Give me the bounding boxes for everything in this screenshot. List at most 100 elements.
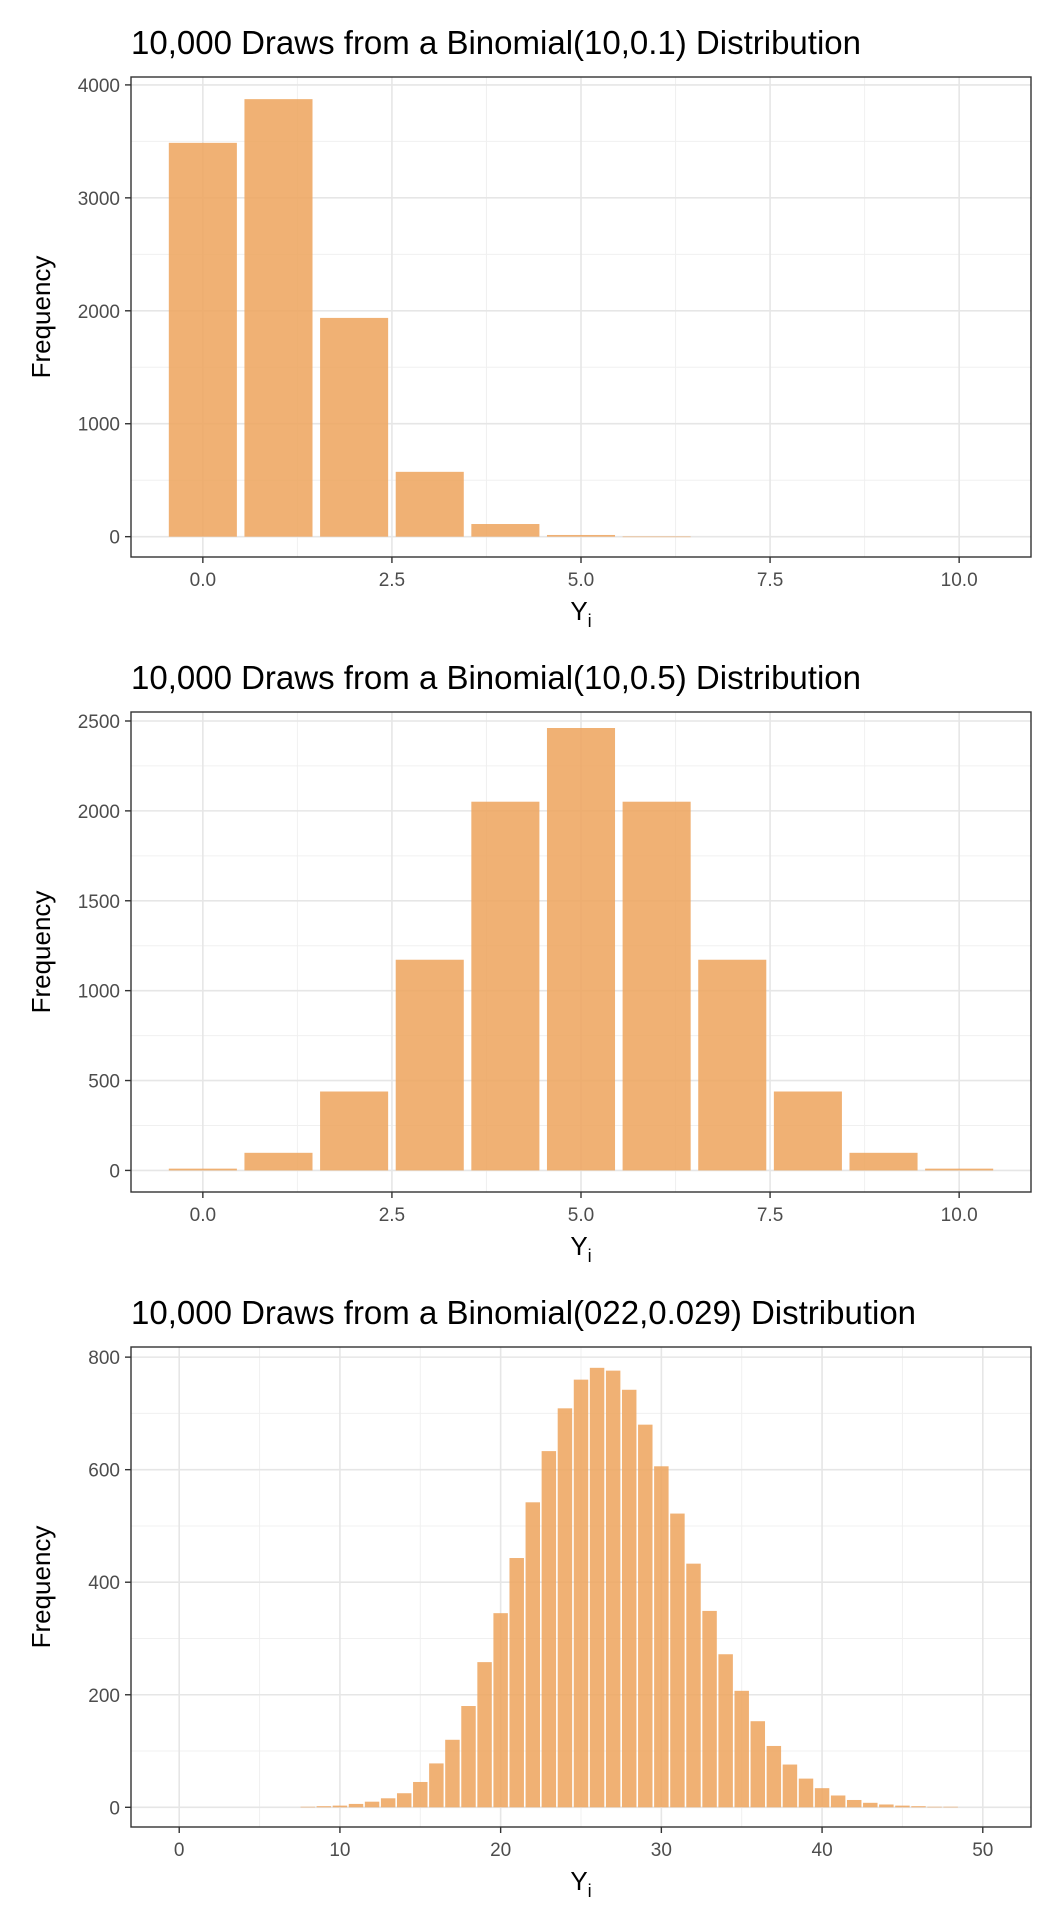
chart-panel-2: 10,000 Draws from a Binomial(10,0.5) Dis… xyxy=(0,635,1056,1275)
x-tick-label: 0.0 xyxy=(190,570,216,591)
bar-y-44 xyxy=(879,1804,894,1808)
bar-y-5 xyxy=(546,728,616,1171)
bar-y-2 xyxy=(320,317,389,537)
bar-y-8 xyxy=(300,1806,316,1808)
bar-y-40 xyxy=(814,1788,830,1808)
bar-y-11 xyxy=(348,1803,364,1808)
x-tick-label: 20 xyxy=(490,1840,511,1861)
y-tick-label: 1000 xyxy=(78,415,120,436)
y-tick-label: 800 xyxy=(88,1348,120,1369)
bar-y-28 xyxy=(621,1389,637,1808)
bar-y-12 xyxy=(364,1801,380,1808)
y-tick-label: 200 xyxy=(88,1686,120,1707)
x-tick-label: 2.5 xyxy=(379,1205,405,1226)
bar-y-33 xyxy=(702,1610,717,1808)
x-axis-title: Yi xyxy=(570,1866,591,1901)
bars xyxy=(168,728,994,1171)
bar-y-38 xyxy=(782,1764,798,1808)
bar-y-3 xyxy=(395,959,464,1171)
bar-y-45 xyxy=(895,1805,910,1808)
plot-frame xyxy=(130,1346,1032,1828)
x-tick-label: 7.5 xyxy=(757,1205,783,1226)
bar-y-1 xyxy=(244,1152,313,1171)
chart-title: 10,000 Draws from a Binomial(022,0.029) … xyxy=(131,1294,916,1331)
bar-y-19 xyxy=(477,1662,492,1808)
bar-y-47 xyxy=(927,1806,942,1808)
x-tick-label: 10.0 xyxy=(941,570,978,591)
bar-y-37 xyxy=(766,1745,782,1808)
bar-y-46 xyxy=(911,1806,926,1808)
bar-y-34 xyxy=(718,1654,733,1808)
bar-y-32 xyxy=(686,1563,701,1808)
x-tick-label: 2.5 xyxy=(379,570,405,591)
bar-y-5 xyxy=(546,534,616,537)
y-tick-label: 0 xyxy=(109,1798,120,1819)
bar-y-9 xyxy=(316,1806,332,1808)
bar-y-2 xyxy=(320,1091,389,1171)
bar-y-36 xyxy=(750,1721,766,1808)
x-axis-title-subscript: i xyxy=(588,1881,592,1901)
bar-y-14 xyxy=(396,1793,412,1808)
bar-y-4 xyxy=(471,801,540,1171)
y-axis-title: Frequency xyxy=(26,1526,56,1649)
x-axis-title-main: Y xyxy=(570,1866,587,1896)
bar-y-16 xyxy=(429,1763,444,1808)
bar-y-31 xyxy=(670,1513,685,1808)
x-axis-title-subscript: i xyxy=(588,1246,592,1266)
y-tick-label: 400 xyxy=(88,1573,120,1594)
bar-y-43 xyxy=(863,1802,878,1808)
x-axis-title-subscript: i xyxy=(588,611,592,631)
y-tick-label: 2000 xyxy=(78,802,120,823)
bar-y-3 xyxy=(395,471,464,537)
y-tick-label: 0 xyxy=(109,1161,120,1182)
bar-y-23 xyxy=(541,1451,557,1808)
x-axis-title-main: Y xyxy=(570,1231,587,1261)
x-axis-title: Yi xyxy=(570,596,591,631)
bar-y-0 xyxy=(168,142,237,537)
y-tick-label: 2000 xyxy=(78,302,120,323)
bar-y-13 xyxy=(380,1798,396,1808)
bar-y-9 xyxy=(849,1152,918,1171)
x-tick-label: 5.0 xyxy=(568,570,594,591)
bars xyxy=(168,99,691,538)
x-tick-label: 10.0 xyxy=(941,1205,978,1226)
bars xyxy=(300,1367,958,1808)
bar-y-4 xyxy=(471,524,540,537)
bar-y-1 xyxy=(244,99,313,537)
bar-y-42 xyxy=(846,1799,862,1808)
bar-y-22 xyxy=(525,1502,541,1808)
x-tick-label: 30 xyxy=(651,1840,672,1861)
x-tick-label: 7.5 xyxy=(757,570,783,591)
chart-binomial-10-0.5: 10,000 Draws from a Binomial(10,0.5) Dis… xyxy=(26,659,1032,1266)
bar-y-20 xyxy=(493,1613,508,1808)
bar-y-8 xyxy=(773,1091,842,1171)
x-tick-label: 10 xyxy=(329,1840,350,1861)
bar-y-41 xyxy=(830,1795,846,1808)
bar-y-6 xyxy=(622,801,691,1171)
x-tick-label: 5.0 xyxy=(568,1205,594,1226)
y-tick-label: 600 xyxy=(88,1461,120,1482)
bar-y-30 xyxy=(654,1466,669,1808)
bar-y-27 xyxy=(605,1370,621,1808)
bar-y-18 xyxy=(461,1706,476,1808)
y-tick-label: 4000 xyxy=(78,76,120,97)
bar-y-39 xyxy=(798,1778,814,1808)
bar-y-24 xyxy=(557,1408,573,1808)
y-tick-label: 3000 xyxy=(78,189,120,210)
bar-y-25 xyxy=(573,1379,589,1808)
bar-y-35 xyxy=(734,1690,749,1808)
bar-y-29 xyxy=(638,1424,653,1808)
x-tick-label: 0 xyxy=(174,1840,185,1861)
x-axis-title-main: Y xyxy=(570,596,587,626)
chart-panel-1: 10,000 Draws from a Binomial(10,0.1) Dis… xyxy=(0,0,1056,640)
chart-binomial-022-0.029: 10,000 Draws from a Binomial(022,0.029) … xyxy=(26,1294,1032,1901)
bar-y-0 xyxy=(168,1168,237,1171)
chart-panel-3: 10,000 Draws from a Binomial(022,0.029) … xyxy=(0,1270,1056,1910)
bar-y-15 xyxy=(413,1781,428,1808)
y-tick-label: 500 xyxy=(88,1072,120,1093)
bar-y-10 xyxy=(332,1805,348,1808)
bar-y-6 xyxy=(622,536,691,538)
x-tick-label: 0.0 xyxy=(190,1205,216,1226)
bar-y-48 xyxy=(943,1806,958,1808)
y-tick-label: 2500 xyxy=(78,712,120,733)
